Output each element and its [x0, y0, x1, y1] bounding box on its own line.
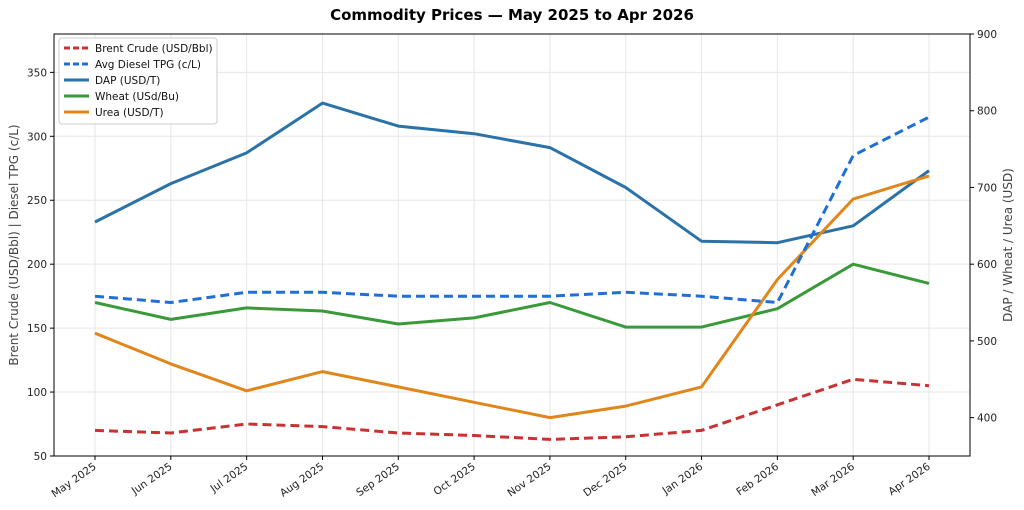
legend-label: Urea (USD/T) — [95, 107, 164, 119]
left-tick-label: 150 — [27, 323, 47, 335]
legend: Brent Crude (USD/Bbl) Avg Diesel TPG (c/L… — [58, 37, 218, 125]
left-tick-label: 350 — [27, 67, 47, 79]
left-tick-label: 50 — [34, 451, 47, 463]
left-tick-label: 250 — [27, 195, 47, 207]
y-axis-label-right: DAP / Wheat / Urea (USD) — [1001, 168, 1015, 322]
legend-label: Avg Diesel TPG (c/L) — [95, 59, 201, 71]
chart-title: Commodity Prices — May 2025 to Apr 2026 — [330, 6, 694, 24]
right-axis-ticks: 400 500 600 700 800 900 — [970, 29, 997, 425]
right-tick-label: 500 — [977, 336, 997, 348]
x-axis-ticks: May 2025 Jun 2025 Jul 2025 Aug 2025 Sep 2025… — [49, 456, 933, 500]
legend-label: Brent Crude (USD/Bbl) — [95, 43, 213, 55]
x-tick-label: Mar 2026 — [809, 460, 857, 499]
x-tick-label: Jan 2026 — [660, 460, 706, 497]
left-tick-label: 300 — [27, 131, 47, 143]
series-line-wheat-usd-bu — [94, 262, 930, 329]
x-tick-label: Nov 2025 — [505, 461, 553, 500]
series-line-dap-usd-t — [94, 101, 930, 245]
x-tick-label: Sep 2025 — [354, 461, 402, 499]
plot-frame — [53, 33, 971, 457]
x-tick-label: Jul 2025 — [208, 461, 251, 496]
x-tick-label: Dec 2025 — [581, 461, 629, 500]
x-tick-label: Oct 2025 — [431, 461, 477, 498]
series-line-brent-crude-usd-bbl — [94, 377, 930, 441]
right-tick-label: 400 — [977, 413, 997, 425]
series-line-avg-diesel-tpg-c-l — [94, 115, 930, 304]
legend-box — [58, 37, 218, 125]
right-tick-label: 900 — [977, 29, 997, 41]
legend-label: Wheat (USd/Bu) — [95, 91, 179, 103]
right-tick-label: 700 — [977, 182, 997, 194]
x-tick-label: Apr 2026 — [886, 460, 933, 498]
left-axis-ticks: 50 100 150 200 250 300 350 — [27, 67, 54, 463]
series-line-urea-usd-t — [94, 174, 930, 420]
left-tick-label: 200 — [27, 259, 47, 271]
y-axis-label-left: Brent Crude (USD/Bbl) | Diesel TPG (c/L) — [7, 124, 21, 365]
x-tick-label: Jun 2025 — [129, 461, 175, 498]
right-tick-label: 600 — [977, 259, 997, 271]
series-layer — [94, 101, 930, 441]
right-tick-label: 800 — [977, 106, 997, 118]
legend-label: DAP (USD/T) — [95, 75, 160, 87]
x-tick-label: May 2025 — [49, 461, 98, 501]
x-tick-label: Feb 2026 — [734, 460, 781, 498]
x-tick-label: Aug 2025 — [278, 461, 326, 500]
left-tick-label: 100 — [27, 387, 47, 399]
